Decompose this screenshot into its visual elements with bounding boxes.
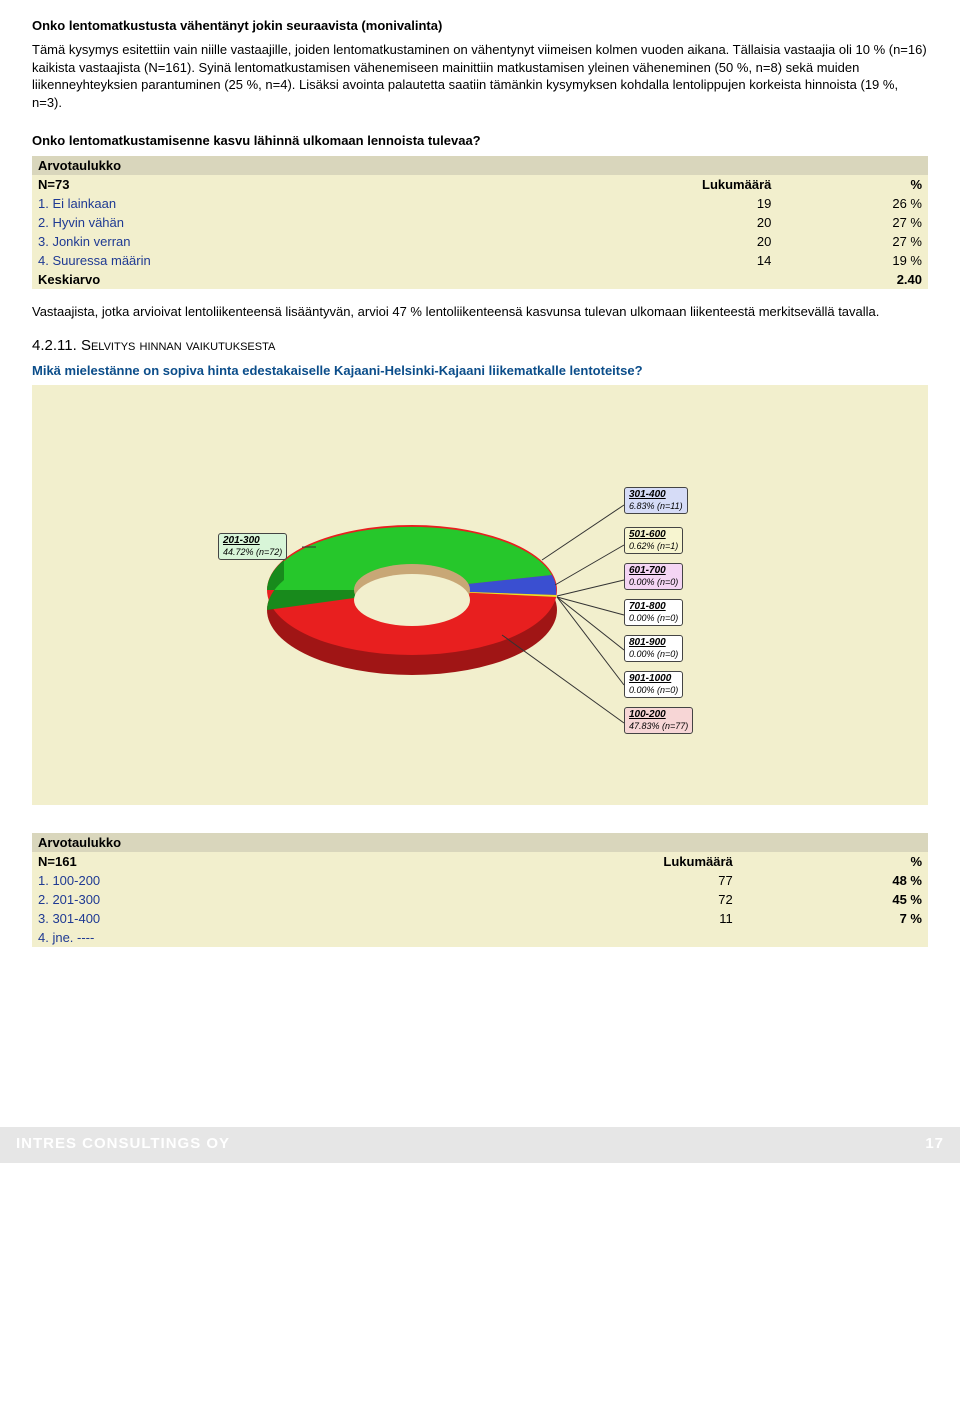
leader-line: [557, 580, 624, 596]
q1-title: Onko lentomatkustusta vähentänyt jokin s…: [32, 18, 928, 33]
q1-paragraph: Tämä kysymys esitettiin vain niille vast…: [32, 41, 928, 111]
leader-line: [502, 635, 624, 723]
pie-label-301-400: 301-400 6.83% (n=11): [624, 487, 688, 514]
pie-label-701-800: 701-800 0.00% (n=0): [624, 599, 683, 626]
table-row: 4. Suuressa määrin 14 19 %: [32, 251, 928, 270]
tbl2-n: N=161: [32, 852, 369, 871]
table-row: 1. Ei lainkaan 19 26 %: [32, 194, 928, 213]
footer-company: INTRES CONSULTINGS OY: [16, 1135, 230, 1155]
tbl1-avg-label: Keskiarvo: [32, 270, 483, 289]
pie-label-601-700: 601-700 0.00% (n=0): [624, 563, 683, 590]
tbl1-n: N=73: [32, 175, 483, 194]
table-row: 3. 301-400 11 7 %: [32, 909, 928, 928]
leader-line: [557, 597, 624, 615]
pie-label-100-200: 100-200 47.83% (n=77): [624, 707, 693, 734]
donut-hole-top: [354, 574, 470, 626]
table-row: 2. 201-300 72 45 %: [32, 890, 928, 909]
pie-label-901-1000: 901-1000 0.00% (n=0): [624, 671, 683, 698]
q2-title: Onko lentomatkustamisenne kasvu lähinnä …: [32, 133, 928, 148]
section-number: 4.2.11.: [32, 337, 81, 354]
section-title: Selvitys hinnan vaikutuksesta: [81, 337, 275, 354]
section-heading: 4.2.11. Selvitys hinnan vaikutuksesta: [32, 337, 928, 354]
table-row: 4. jne. ----: [32, 928, 928, 947]
pie-chart: 201-300 44.72% (n=72) 301-400 6.83% (n=1…: [32, 385, 928, 805]
q3-title: Mikä mielestänne on sopiva hinta edestak…: [32, 362, 928, 380]
tbl1-col-l: Lukumäärä: [483, 175, 777, 194]
leader-line: [555, 545, 624, 585]
pie-label-501-600: 501-600 0.62% (n=1): [624, 527, 683, 554]
tbl2-header: Arvotaulukko: [32, 833, 928, 852]
table-row: 3. Jonkin verran 20 27 %: [32, 232, 928, 251]
tbl1-avg-val: 2.40: [777, 270, 928, 289]
pie-svg: [32, 385, 928, 805]
tbl2-col-p: %: [739, 852, 928, 871]
pie-label-801-900: 801-900 0.00% (n=0): [624, 635, 683, 662]
table-2: Arvotaulukko N=161 Lukumäärä % 1. 100-20…: [32, 833, 928, 947]
table-row: 1. 100-200 77 48 %: [32, 871, 928, 890]
tbl1-header: Arvotaulukko: [32, 156, 928, 175]
table-1: Arvotaulukko N=73 Lukumäärä % 1. Ei lain…: [32, 156, 928, 289]
leader-line: [557, 597, 624, 685]
page-footer: INTRES CONSULTINGS OY 17: [0, 1127, 960, 1163]
leader-line: [557, 597, 624, 650]
pie-label-201-300: 201-300 44.72% (n=72): [218, 533, 287, 560]
tbl1-col-p: %: [777, 175, 928, 194]
footer-page-number: 17: [925, 1135, 944, 1155]
paragraph-after-tbl1: Vastaajista, jotka arvioivat lentoliiken…: [32, 303, 928, 321]
table-row: 2. Hyvin vähän 20 27 %: [32, 213, 928, 232]
tbl2-col-l: Lukumäärä: [369, 852, 739, 871]
